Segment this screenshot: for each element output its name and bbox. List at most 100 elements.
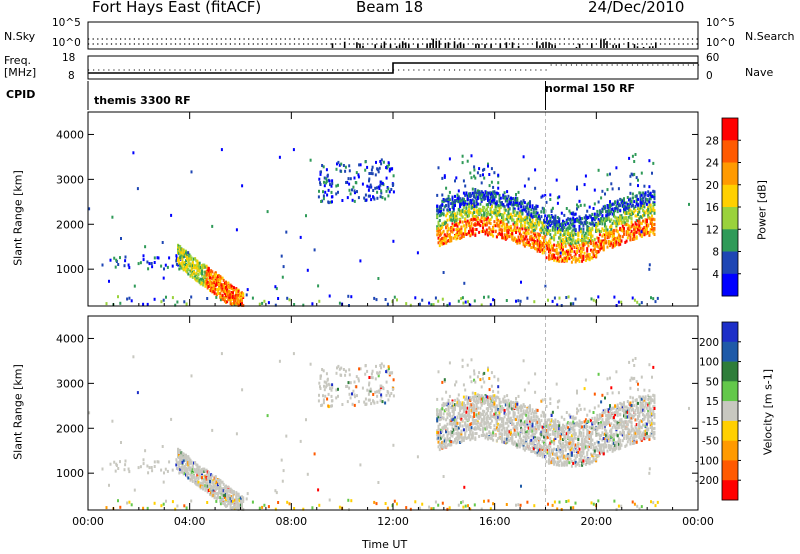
power-cell — [649, 197, 652, 201]
power-cell — [196, 262, 199, 266]
power-cell — [529, 214, 531, 218]
power-cell — [629, 213, 632, 216]
velocity-cell — [482, 430, 484, 434]
power-cell — [521, 201, 524, 205]
velocity-cell — [470, 380, 473, 384]
power-cell — [445, 186, 448, 190]
power-cell — [565, 207, 568, 210]
power-cell — [541, 243, 544, 247]
power-cell — [602, 242, 605, 245]
power-cell — [457, 200, 460, 204]
power-cell — [548, 256, 550, 260]
power-cell — [492, 200, 495, 204]
power-cell — [513, 213, 516, 217]
velocity-cell — [441, 445, 444, 449]
power-cell — [570, 212, 573, 216]
velocity-cell — [446, 412, 449, 416]
power-cell — [446, 239, 449, 243]
velocity-cell — [163, 471, 165, 475]
power-cell — [572, 224, 575, 228]
power-cell — [492, 211, 495, 215]
power-cell — [214, 284, 217, 287]
power-cell — [212, 274, 215, 278]
power-cell — [610, 242, 613, 246]
power-cell — [375, 160, 377, 164]
power-cell — [624, 201, 627, 205]
power-cell — [642, 196, 645, 200]
velocity-cell — [187, 461, 190, 464]
power-cell — [119, 301, 122, 305]
power-cell — [349, 192, 352, 196]
velocity-cell — [376, 372, 379, 376]
power-cell — [645, 220, 648, 224]
power-cell — [628, 224, 631, 228]
power-cell — [204, 282, 207, 286]
velocity-cell — [182, 459, 185, 463]
power-cell — [553, 296, 556, 300]
velocity-cell — [488, 436, 491, 440]
power-cell — [447, 205, 450, 209]
velocity-cell — [105, 506, 108, 510]
power-cell — [653, 197, 656, 201]
power-cell — [454, 216, 456, 220]
power-cell — [183, 261, 186, 264]
power-cell — [190, 170, 193, 174]
power-cell — [380, 189, 383, 193]
power-cell — [630, 210, 633, 214]
velocity-cell — [204, 469, 207, 473]
power-cell — [446, 208, 449, 212]
power-cell — [541, 225, 544, 229]
velocity-cell — [471, 395, 474, 399]
velocity-cell — [183, 469, 186, 473]
power-cell — [483, 167, 486, 171]
power-cell — [584, 255, 587, 259]
power-cell — [468, 214, 470, 218]
power-cell — [325, 177, 328, 181]
velocity-cell — [325, 372, 328, 376]
velocity-cell — [469, 375, 472, 379]
power-cell — [621, 204, 624, 208]
power-cell — [629, 238, 632, 242]
power-cell — [653, 232, 656, 236]
velocity-cell — [506, 433, 509, 437]
power-cell — [544, 193, 547, 197]
power-cell — [637, 178, 639, 182]
power-cell — [217, 279, 219, 283]
velocity-cell — [225, 494, 227, 498]
velocity-cell — [203, 480, 206, 483]
velocity-cell — [492, 438, 495, 442]
power-cell — [579, 252, 582, 256]
power-cell — [508, 235, 511, 239]
power-cell — [584, 258, 587, 262]
power-cell — [598, 233, 601, 237]
power-cell — [615, 237, 618, 241]
velocity-cell — [483, 426, 486, 430]
power-cell — [480, 213, 483, 217]
power-cell — [626, 227, 629, 231]
power-cell — [381, 181, 384, 185]
power-cell — [196, 269, 199, 273]
power-cell — [638, 303, 641, 307]
power-cell — [473, 208, 476, 211]
power-cell — [446, 303, 449, 307]
power-cell — [523, 216, 526, 220]
power-cell — [527, 226, 530, 230]
power-cell — [629, 202, 632, 206]
velocity-cell — [347, 381, 350, 385]
velocity-cell — [446, 443, 449, 447]
power-cell — [473, 223, 476, 227]
velocity-cell — [451, 434, 454, 438]
power-cell — [478, 222, 481, 226]
power-cell — [617, 300, 620, 304]
power-cell — [469, 171, 472, 175]
power-cell — [437, 227, 440, 231]
velocity-cell — [330, 399, 333, 403]
power-cell — [454, 179, 456, 183]
power-cell — [461, 215, 464, 219]
velocity-cell — [190, 460, 193, 464]
velocity-cell — [443, 443, 446, 447]
power-cell — [469, 195, 472, 198]
power-cell — [515, 196, 517, 200]
velocity-cell — [509, 403, 512, 407]
power-cell — [550, 210, 553, 213]
